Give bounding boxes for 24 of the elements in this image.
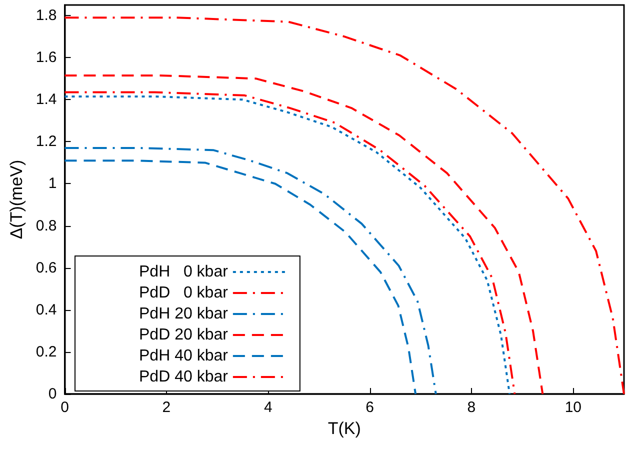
x-tick-label: 8 [467,399,476,416]
y-tick-label: 0.2 [36,343,57,360]
y-tick-label: 1.6 [36,49,57,66]
legend-label: PdH 0 kbar [139,264,229,280]
y-tick-label: 0.6 [36,259,57,276]
y-tick-label: 1.8 [36,7,57,24]
x-tick-label: 4 [264,399,272,416]
x-tick-label: 10 [564,399,582,416]
y-tick-label: 0.4 [36,301,57,318]
y-tick-label: 1.2 [36,133,57,150]
legend-label: PdH 20 kbar [139,306,229,322]
legend-label: PdD 20 kbar [139,326,229,344]
y-axis-title: Δ(T)(meV) [7,160,26,240]
y-tick-label: 0 [48,386,57,402]
legend-label: PdH 40 kbar [139,348,229,364]
y-tick-label: 1.4 [36,91,57,108]
legend-label: PdD 40 kbar [139,368,229,386]
x-tick-label: 2 [162,399,171,416]
x-tick-label: 0 [60,399,69,416]
y-tick-label: 1 [48,175,57,192]
y-tick-label: 0.8 [36,217,57,234]
legend-label: PdD 0 kbar [139,284,229,302]
x-tick-label: 6 [366,399,374,416]
x-axis-title: T(K) [328,418,361,438]
